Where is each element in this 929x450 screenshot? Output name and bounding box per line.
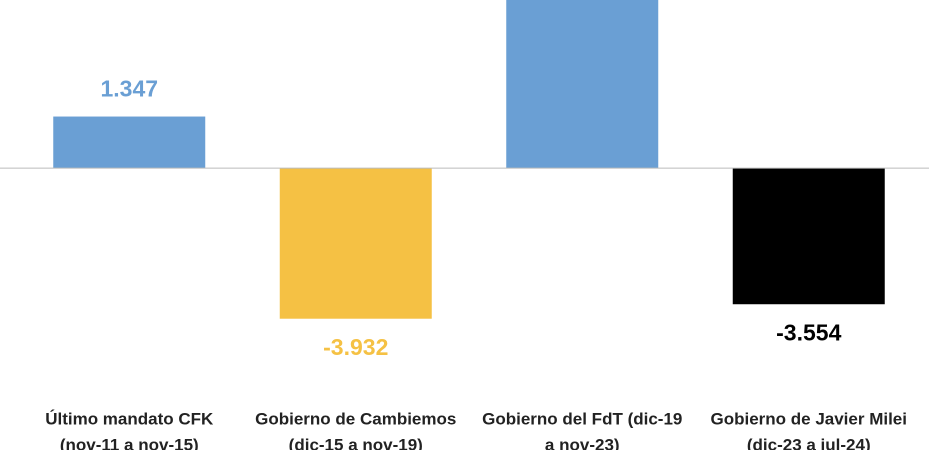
x-tick-label: Gobierno de Cambiemos [255,409,456,428]
x-tick-label: Gobierno del FdT (dic-19 [482,409,682,428]
bar [732,168,885,305]
value-label: -3.932 [323,334,388,360]
x-tick-label: a nov-23) [545,435,620,450]
bar [53,116,206,169]
x-tick-label: Último mandato CFK [45,409,214,428]
x-tick-label: (dic-15 a nov-19) [289,435,423,450]
bar [279,168,432,319]
value-label: 1.347 [100,76,158,102]
x-tick-label: (nov-11 a nov-15) [60,435,199,450]
bar [506,0,659,169]
x-tick-label: (dic-23 a jul-24) [747,435,871,450]
x-tick-label: Gobierno de Javier Milei [710,409,907,428]
value-label: -3.554 [776,319,841,345]
